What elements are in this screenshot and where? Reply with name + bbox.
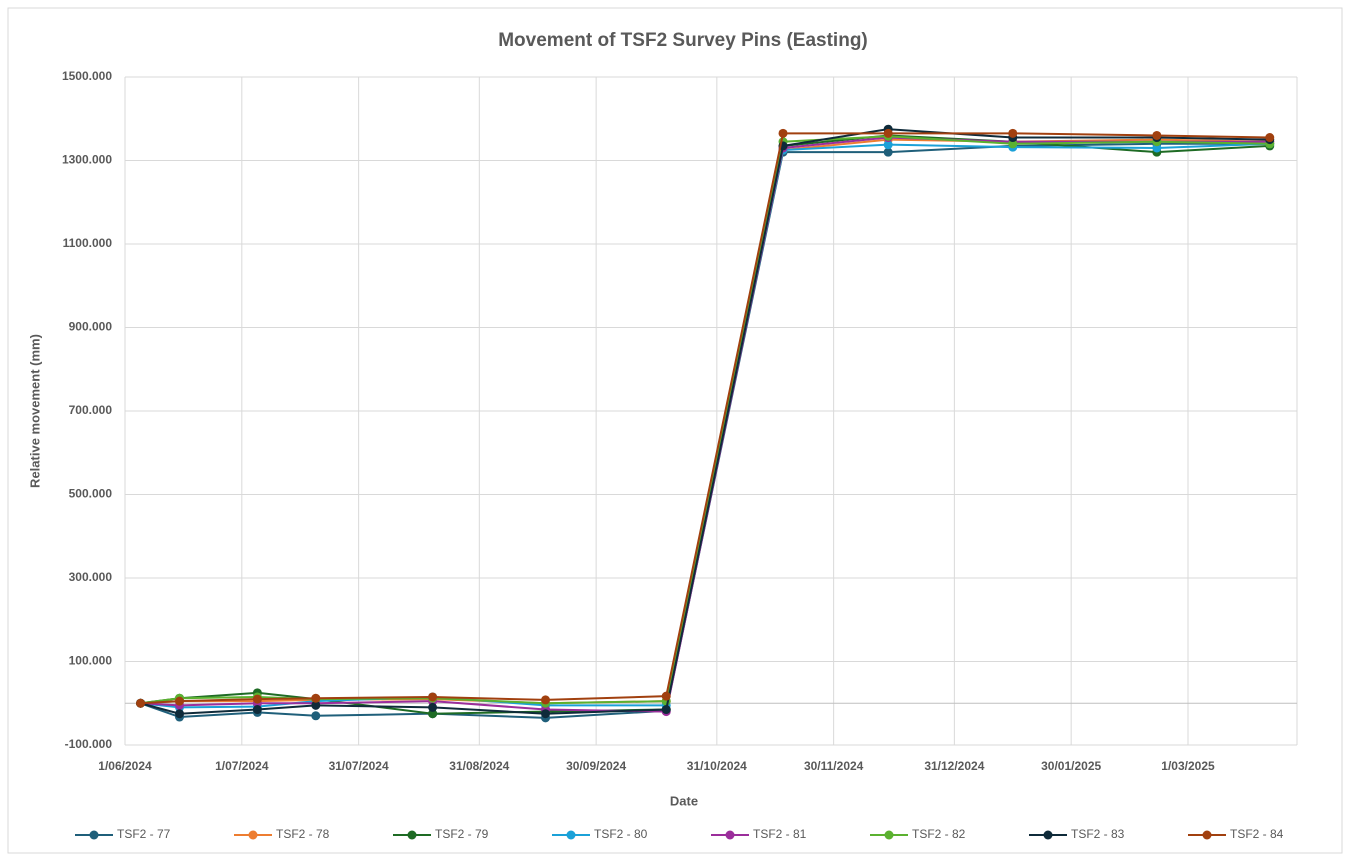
x-tick-label: 31/07/2024 [329,759,389,773]
series-line [140,135,1270,705]
marker [1008,128,1018,138]
marker [661,691,671,701]
marker [541,695,551,705]
chart-title: Movement of TSF2 Survey Pins (Easting) [498,30,868,51]
x-tick-label: 1/07/2024 [215,759,269,773]
marker [311,700,321,710]
y-tick-label: 700.000 [69,403,113,417]
marker [428,709,438,719]
marker [175,709,185,719]
y-tick-label: 500.000 [69,487,113,501]
marker [1152,130,1162,140]
y-tick-label: 900.000 [69,320,113,334]
legend-label: TSF2 - 84 [1230,827,1284,841]
marker [428,702,438,712]
legend-label: TSF2 - 80 [594,827,648,841]
legend-marker [725,830,735,840]
legend-marker [1202,830,1212,840]
x-tick-label: 31/08/2024 [449,759,509,773]
y-tick-label: 1300.000 [62,153,112,167]
y-tick-label: 100.000 [69,654,113,668]
legend-marker [248,830,258,840]
marker [883,140,893,150]
series-line [140,136,1270,713]
series-line [140,128,1270,715]
marker [175,696,185,706]
legend-marker [1043,830,1053,840]
legend-label: TSF2 - 78 [276,827,330,841]
marker [428,692,438,702]
marker [311,693,321,703]
legend-marker [89,830,99,840]
series-line [140,142,1270,719]
x-axis-title: Date [670,793,698,808]
x-tick-label: 31/10/2024 [687,759,747,773]
marker [661,705,671,715]
series-line [140,142,1270,709]
marker [1265,133,1275,143]
legend-label: TSF2 - 79 [435,827,489,841]
y-axis-title: Relative movement (mm) [27,334,42,488]
legend-marker [407,830,417,840]
marker [778,128,788,138]
marker [1008,139,1018,149]
series-line [140,132,1270,705]
marker [252,705,262,715]
x-tick-label: 30/09/2024 [566,759,626,773]
legend-label: TSF2 - 83 [1071,827,1125,841]
x-tick-label: 31/12/2024 [924,759,984,773]
marker [541,709,551,719]
legend-marker [566,830,576,840]
y-tick-label: 1500.000 [62,69,112,83]
legend-label: TSF2 - 77 [117,827,171,841]
marker [883,147,893,157]
legend-label: TSF2 - 81 [753,827,807,841]
marker [883,128,893,138]
x-tick-label: 1/06/2024 [98,759,152,773]
marker [311,711,321,721]
y-tick-label: 300.000 [69,570,113,584]
y-tick-label: 1100.000 [63,236,113,250]
x-tick-label: 30/11/2024 [804,759,864,773]
legend-marker [884,830,894,840]
legend-label: TSF2 - 82 [912,827,966,841]
marker [1152,143,1162,153]
x-tick-label: 1/03/2025 [1161,759,1215,773]
marker [252,694,262,704]
x-tick-label: 30/01/2025 [1041,759,1101,773]
marker [136,698,146,708]
y-tick-label: -100.000 [65,737,113,751]
